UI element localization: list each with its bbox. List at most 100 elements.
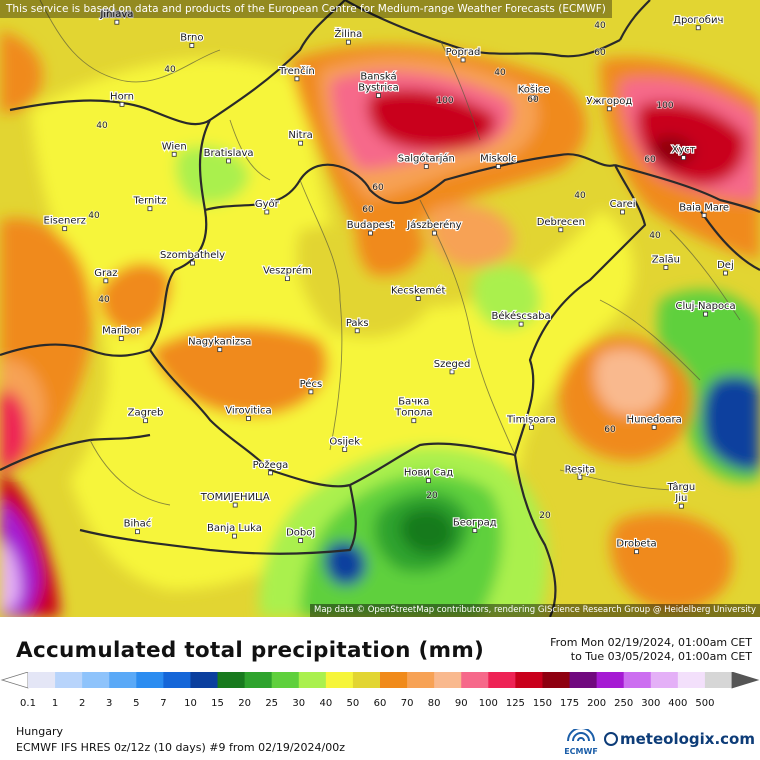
- city-marker: [426, 478, 431, 484]
- city-marker: [284, 276, 290, 282]
- brand-icon: [604, 732, 618, 746]
- legend-swatch: [650, 672, 679, 688]
- city-label: Brno: [180, 33, 203, 44]
- legend-tick-label: 0.1: [20, 698, 36, 709]
- legend-swatch: [407, 672, 435, 688]
- city-marker: [620, 209, 625, 215]
- city-marker: [460, 57, 466, 63]
- city-label: Ternitz: [133, 196, 167, 207]
- city-marker: [143, 418, 148, 424]
- legend-swatch: [352, 672, 381, 688]
- city-marker: [119, 101, 125, 107]
- region-borders: [39, 0, 741, 506]
- legend-tick-label: 80: [428, 698, 441, 709]
- contour-label: 40: [164, 65, 176, 75]
- border-hu-sk: [204, 153, 616, 212]
- border-at-si: [0, 343, 151, 357]
- city-label: Debrecen: [537, 217, 585, 228]
- city-marker: [232, 502, 238, 508]
- city-label: Hunedoara: [627, 414, 682, 425]
- legend-bar: 0.1 1 2 3 5 7 10 15 20 25 30 40 50 60 70 80 90 100 125 150 1…: [0, 671, 760, 709]
- border-ro-inner: [699, 209, 760, 271]
- legend-tick-label: 100: [479, 698, 498, 709]
- city-label: Győr: [255, 198, 280, 210]
- precip-zone-30-east: [472, 264, 541, 330]
- city-label: Бачка: [398, 397, 429, 408]
- city-marker: [431, 230, 437, 236]
- precipitation-map[interactable]: Jihlava Brno Žilina Poprad Дрогобич Trenčín Ba…: [0, 0, 760, 617]
- city-label: Horn: [110, 91, 134, 102]
- legend-swatch: [298, 672, 327, 688]
- city-marker: [495, 164, 501, 169]
- legend-swatch: [217, 672, 246, 688]
- legend-swatch: [82, 672, 110, 688]
- city-label: Топола: [394, 408, 432, 419]
- legend-tick-label: 400: [668, 698, 687, 709]
- precip-zone-30-wien: [175, 146, 250, 204]
- legend-swatch: [325, 672, 354, 688]
- border-rs-ro: [513, 454, 557, 617]
- precip-zone-60-nw: [0, 30, 43, 113]
- precip-zone-60-midwest: [99, 263, 171, 335]
- city-marker: [217, 347, 223, 353]
- legend-tick-label: 1: [52, 698, 58, 709]
- city-marker: [472, 528, 478, 533]
- period-to: to Tue 03/05/2024, 01:00am CET: [570, 650, 752, 663]
- city-label: Нови Сад: [404, 468, 453, 479]
- precip-zone-15-south: [400, 508, 455, 555]
- city-marker: [264, 209, 270, 215]
- city-marker: [135, 529, 140, 535]
- city-marker: [663, 265, 669, 270]
- region-name: Hungary: [16, 725, 63, 738]
- city-label: Nitra: [288, 130, 312, 141]
- map-attribution[interactable]: Map data © OpenStreetMap contributors, r…: [310, 604, 760, 617]
- city-label: Дрогобич: [673, 15, 723, 26]
- city-label: Trenčín: [278, 65, 315, 77]
- city-label: Graz: [94, 268, 117, 279]
- contour-label: 60: [594, 48, 606, 58]
- city-marker: [345, 39, 351, 45]
- legend-swatch: [109, 672, 137, 688]
- city-label: Ужгород: [586, 96, 632, 107]
- city-marker: [634, 549, 639, 555]
- city-marker: [449, 369, 455, 375]
- city-label: Košice: [518, 84, 550, 96]
- legend-swatch: [190, 672, 219, 688]
- city-label: Pécs: [300, 378, 323, 390]
- map-title: Accumulated total precipitation (mm): [16, 638, 485, 663]
- contour-label: 60: [644, 155, 656, 165]
- legend-swatch: [28, 672, 56, 688]
- city-label: Reșița: [565, 464, 596, 475]
- city-label: Miskolc: [480, 154, 516, 165]
- city-label: Jiu: [674, 493, 687, 504]
- legend-swatch: [542, 672, 571, 688]
- contour-label: 60: [362, 205, 374, 215]
- city-label: Kecskemét: [391, 285, 445, 297]
- contour-label: 40: [98, 295, 110, 305]
- city-marker: [171, 151, 177, 157]
- legend-tick-label: 125: [506, 698, 525, 709]
- city-marker: [268, 470, 273, 476]
- city-marker: [415, 296, 421, 301]
- city-marker: [190, 260, 195, 266]
- precipitation-field: [0, 30, 760, 617]
- ecmwf-logo-text: ECMWF: [564, 747, 598, 756]
- city-label: Salgótarján: [398, 153, 455, 165]
- city-marker: [678, 503, 684, 509]
- city-label: Timișoara: [506, 414, 556, 425]
- precip-zone-300-west: [0, 540, 21, 612]
- city-marker: [423, 164, 429, 169]
- city-label: Szeged: [434, 359, 471, 370]
- legend-tick-label: 150: [533, 698, 552, 709]
- city-marker: [232, 533, 237, 539]
- brand-link[interactable]: meteologix.com: [604, 730, 755, 748]
- city-marker: [681, 155, 686, 161]
- city-label: Békéscsaba: [492, 310, 551, 322]
- precip-zone-80-east: [595, 349, 665, 415]
- legend-swatch: [515, 672, 543, 688]
- city-marker: [246, 416, 251, 421]
- city-label: Београд: [453, 518, 497, 529]
- city-label: Nagykanizsa: [188, 337, 251, 348]
- city-label: Jihlava: [99, 9, 133, 20]
- ecmwf-notice: This service is based on data and produc…: [0, 0, 612, 18]
